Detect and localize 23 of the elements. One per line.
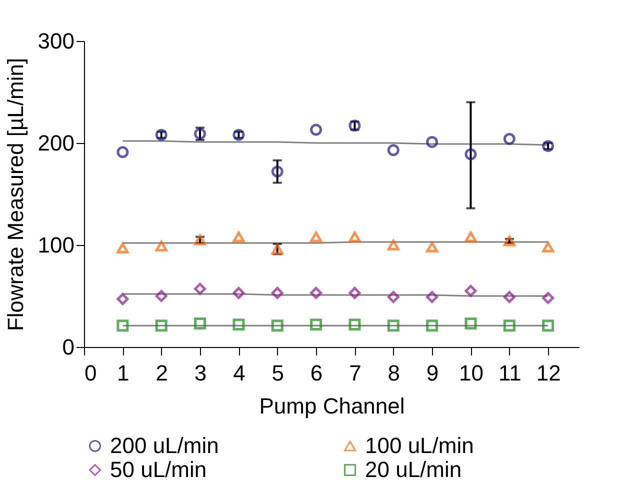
x-tick-label: 2	[156, 360, 168, 386]
legend-label: 200 uL/min	[110, 433, 219, 458]
x-tick-label: 11	[498, 360, 522, 386]
y-tick-label: 0	[62, 334, 74, 360]
x-tick-label: 3	[194, 360, 207, 386]
x-tick-label: 12	[536, 360, 561, 386]
x-tick-label: 10	[458, 360, 484, 386]
legend-label: 20 uL/min	[365, 457, 462, 482]
x-tick-label: 8	[388, 360, 400, 386]
y-axis-title: Flowrate Measured [µL/min]	[2, 58, 28, 332]
y-tick-label: 100	[38, 232, 74, 258]
x-tick-label: 4	[233, 360, 246, 386]
x-axis-title: Pump Channel	[259, 394, 405, 418]
x-tick-label: 1	[117, 360, 130, 386]
x-tick-label: 0	[84, 360, 97, 386]
legend-label: 50 uL/min	[110, 457, 207, 482]
x-tick-label: 5	[272, 360, 284, 386]
x-tick-label: 9	[426, 360, 439, 386]
x-tick-label: 7	[349, 360, 362, 386]
y-tick-label: 300	[38, 28, 74, 54]
y-tick-label: 200	[38, 130, 74, 156]
x-tick-label: 6	[310, 360, 323, 386]
legend-label: 100 uL/min	[365, 433, 474, 458]
